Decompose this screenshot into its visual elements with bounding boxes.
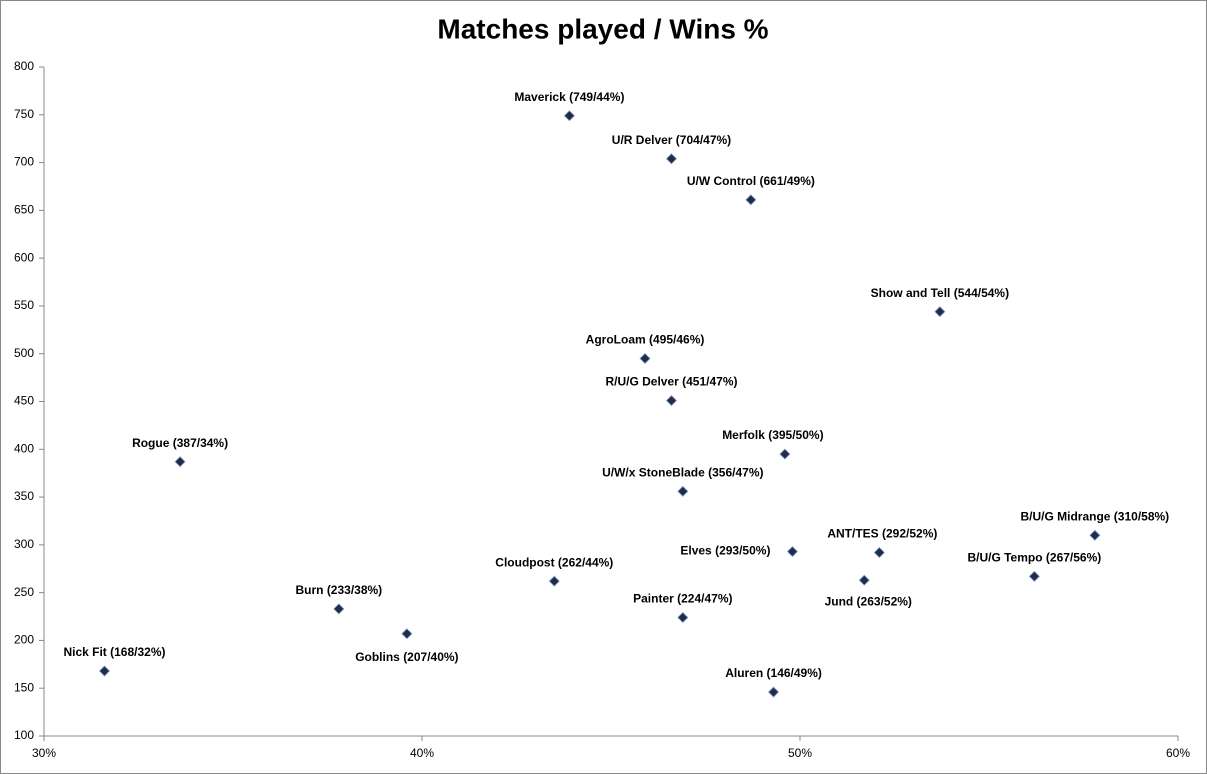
point bbox=[779, 448, 791, 460]
data-label: Aluren (146/49%) bbox=[725, 666, 822, 680]
point bbox=[767, 686, 780, 698]
y-tick-label: 750 bbox=[14, 107, 34, 121]
y-tick-label: 550 bbox=[14, 298, 34, 312]
y-tick-label: 300 bbox=[14, 537, 34, 551]
data-label: Cloudpost (262/44%) bbox=[495, 555, 613, 569]
y-tick-label: 800 bbox=[14, 59, 34, 73]
data-label: U/R Delver (704/47%) bbox=[612, 133, 731, 147]
y-tick-label: 350 bbox=[14, 489, 34, 503]
data-label: Painter (224/47%) bbox=[633, 592, 732, 606]
y-tick-label: 600 bbox=[14, 250, 34, 264]
data-label: Merfolk (395/50%) bbox=[722, 428, 823, 442]
y-tick-label: 150 bbox=[14, 680, 34, 694]
data-label: B/U/G Tempo (267/56%) bbox=[967, 551, 1101, 565]
x-tick-label: 60% bbox=[1166, 746, 1190, 760]
data-label: R/U/G Delver (451/47%) bbox=[605, 375, 737, 389]
y-tick-label: 450 bbox=[14, 394, 34, 408]
data-label: Burn (233/38%) bbox=[295, 583, 382, 597]
y-tick-label: 700 bbox=[14, 155, 34, 169]
data-label: Maverick (749/44%) bbox=[514, 90, 624, 104]
point bbox=[858, 574, 870, 586]
data-label: Show and Tell (544/54%) bbox=[871, 286, 1009, 300]
point bbox=[548, 575, 560, 587]
y-tick-label: 500 bbox=[14, 346, 34, 360]
data-label: Goblins (207/40%) bbox=[355, 650, 458, 664]
x-tick-label: 50% bbox=[788, 746, 812, 760]
data-label: Rogue (387/34%) bbox=[132, 436, 228, 450]
point bbox=[1089, 529, 1101, 541]
y-tick-label: 100 bbox=[14, 728, 34, 742]
point bbox=[563, 110, 575, 122]
point bbox=[665, 394, 678, 407]
x-tick-label: 40% bbox=[410, 746, 434, 760]
data-label: Elves (293/50%) bbox=[680, 544, 770, 558]
point bbox=[174, 456, 186, 468]
y-tick-label: 650 bbox=[14, 203, 34, 217]
point bbox=[677, 485, 689, 497]
point bbox=[873, 546, 885, 559]
chart-title: Matches played / Wins % bbox=[437, 13, 768, 44]
point bbox=[333, 603, 345, 615]
point bbox=[98, 665, 111, 677]
data-label: U/W Control (661/49%) bbox=[687, 174, 815, 188]
data-label: ANT/TES (292/52%) bbox=[827, 527, 937, 541]
y-tick-label: 250 bbox=[14, 585, 34, 599]
point bbox=[786, 545, 799, 558]
y-tick-label: 400 bbox=[14, 441, 34, 455]
point bbox=[745, 194, 757, 206]
point bbox=[401, 628, 413, 640]
data-label: U/W/x StoneBlade (356/47%) bbox=[602, 466, 763, 480]
data-label: B/U/G Midrange (310/58%) bbox=[1020, 509, 1169, 523]
point bbox=[677, 611, 689, 624]
point bbox=[639, 352, 651, 365]
point bbox=[934, 306, 946, 318]
data-label: AgroLoam (495/46%) bbox=[586, 333, 705, 347]
x-tick-label: 30% bbox=[32, 746, 56, 760]
data-label: Jund (263/52%) bbox=[825, 594, 912, 608]
data-label: Nick Fit (168/32%) bbox=[63, 645, 165, 659]
point bbox=[665, 153, 678, 165]
y-tick-label: 200 bbox=[14, 633, 34, 647]
point bbox=[1028, 570, 1040, 582]
